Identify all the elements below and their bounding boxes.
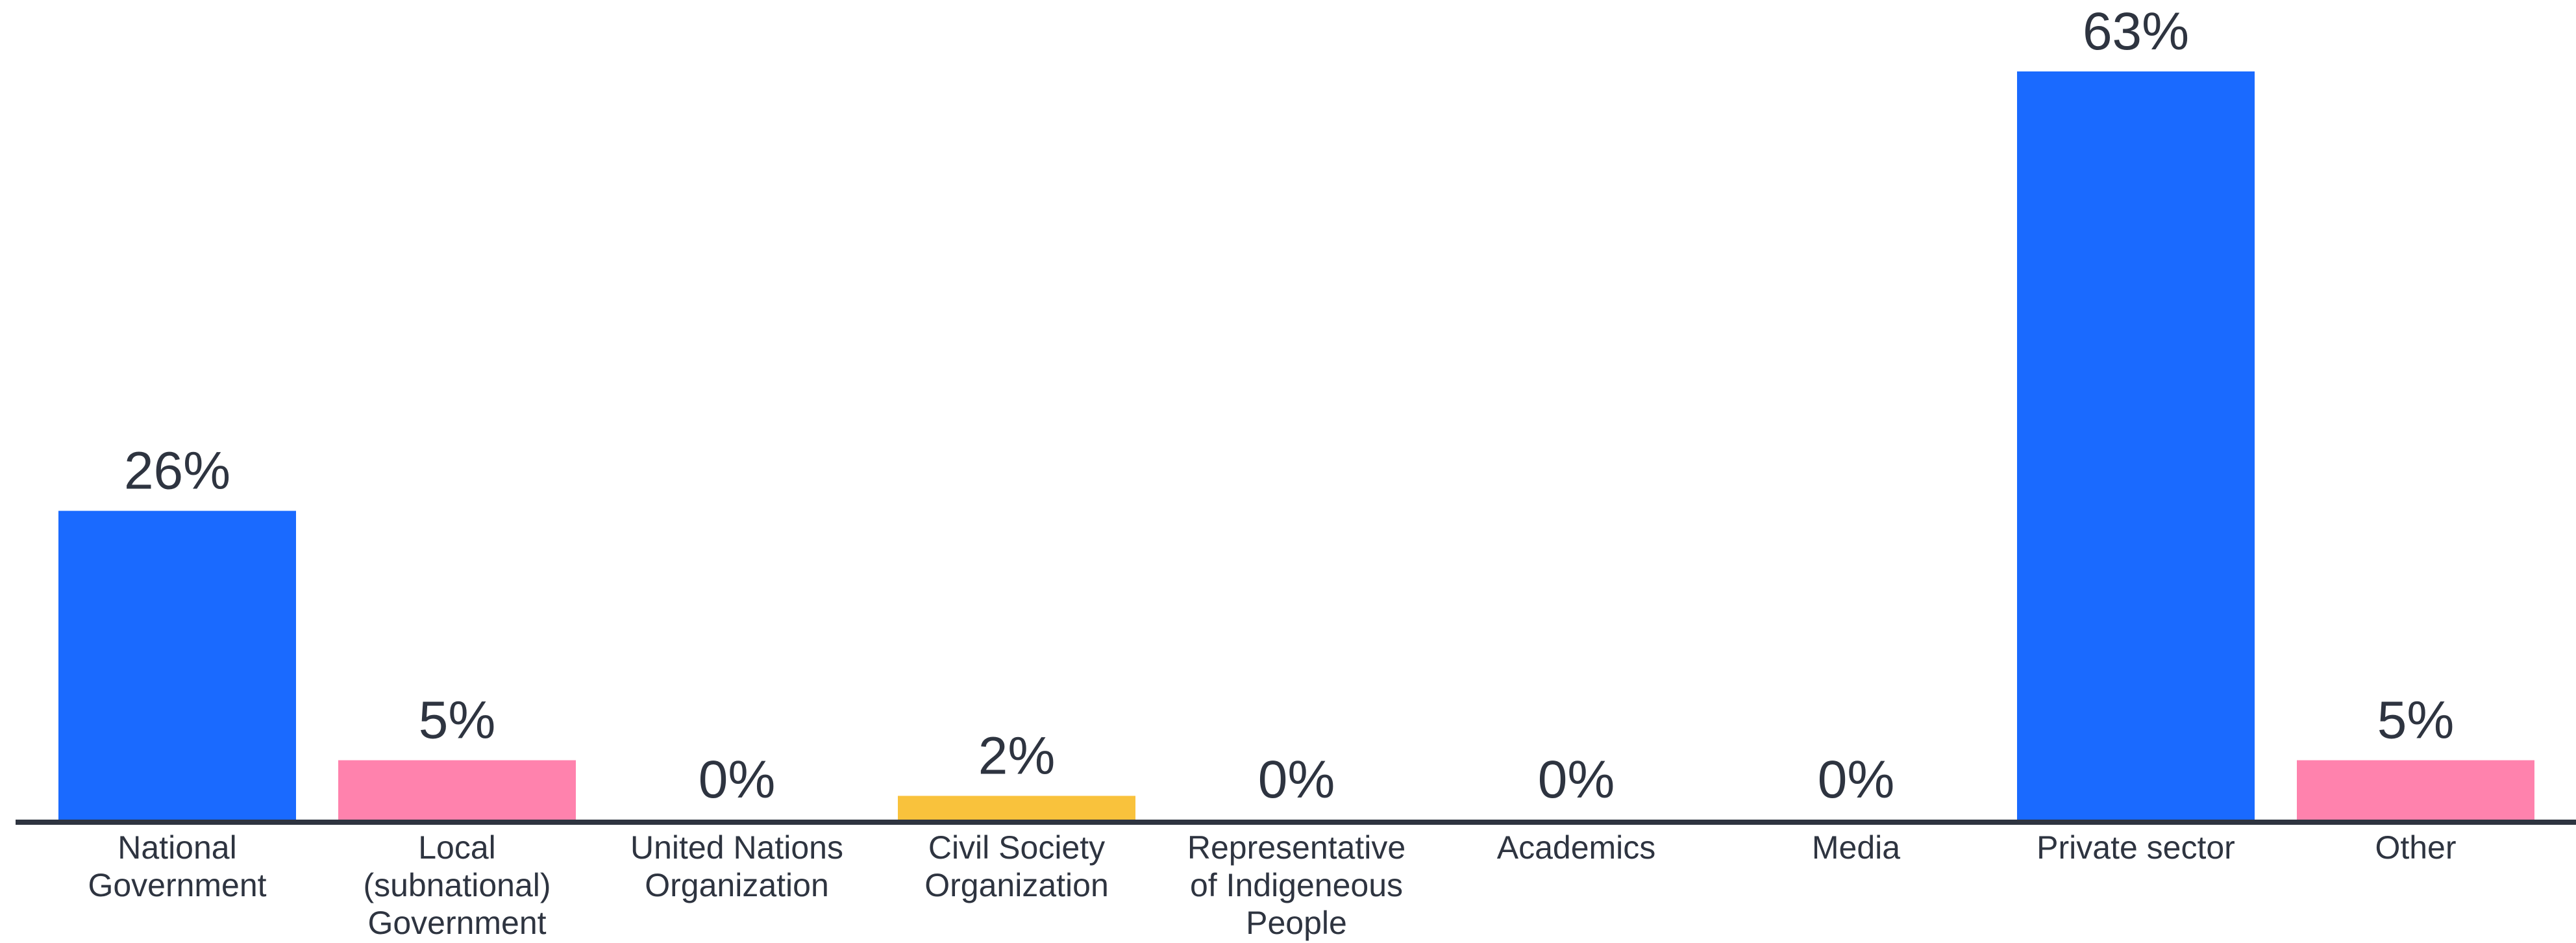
- bar-1: [338, 760, 576, 820]
- tick-label-4: Representative of Indigeneous People: [1187, 829, 1406, 941]
- tick-label-5: Academics: [1497, 829, 1656, 866]
- tick-label-4-line-0: Representative: [1187, 829, 1406, 866]
- data-label-4: 0%: [1258, 750, 1335, 809]
- tick-label-1-line-1: (subnational): [363, 867, 551, 903]
- tick-label-8: Other: [2375, 829, 2456, 866]
- bar-7: [2017, 71, 2255, 820]
- bar-0: [58, 510, 296, 820]
- tick-label-1: Local (subnational) Government: [363, 829, 551, 941]
- tick-label-1-line-2: Government: [367, 905, 546, 941]
- tick-label-0-line-1: Government: [88, 867, 266, 903]
- tick-label-5-line-0: Academics: [1497, 829, 1656, 866]
- tick-label-7-line-0: Private sector: [2037, 829, 2235, 866]
- bars-group: [58, 71, 2534, 820]
- tick-label-2-line-1: Organization: [645, 867, 829, 903]
- tick-label-6-line-0: Media: [1812, 829, 1900, 866]
- data-label-8: 5%: [2377, 691, 2455, 750]
- tick-label-1-line-0: Local: [418, 829, 496, 866]
- bar-3: [898, 796, 1135, 820]
- tick-label-0: National Government: [88, 829, 266, 903]
- tick-label-8-line-0: Other: [2375, 829, 2456, 866]
- data-label-7: 63%: [2083, 2, 2189, 61]
- bar-8: [2297, 760, 2534, 820]
- data-label-5: 0%: [1538, 750, 1615, 809]
- tick-label-3-line-0: Civil Society: [928, 829, 1105, 866]
- tick-label-7: Private sector: [2037, 829, 2235, 866]
- value-labels-group: 26% 5% 0% 2% 0% 0% 0% 63% 5%: [124, 2, 2454, 809]
- tick-label-4-line-1: of Indigeneous: [1190, 867, 1403, 903]
- data-label-2: 0%: [699, 750, 776, 809]
- tick-label-3: Civil Society Organization: [924, 829, 1109, 903]
- data-label-0: 26%: [124, 442, 230, 501]
- tick-label-0-line-0: National: [118, 829, 236, 866]
- data-label-6: 0%: [1818, 750, 1895, 809]
- data-label-3: 2%: [978, 726, 1056, 785]
- tick-label-6: Media: [1812, 829, 1900, 866]
- data-label-1: 5%: [419, 691, 496, 750]
- tick-label-3-line-1: Organization: [924, 867, 1109, 903]
- tick-label-4-line-2: People: [1246, 905, 1347, 941]
- tick-label-2: United Nations Organization: [630, 829, 843, 903]
- tick-label-2-line-0: United Nations: [630, 829, 843, 866]
